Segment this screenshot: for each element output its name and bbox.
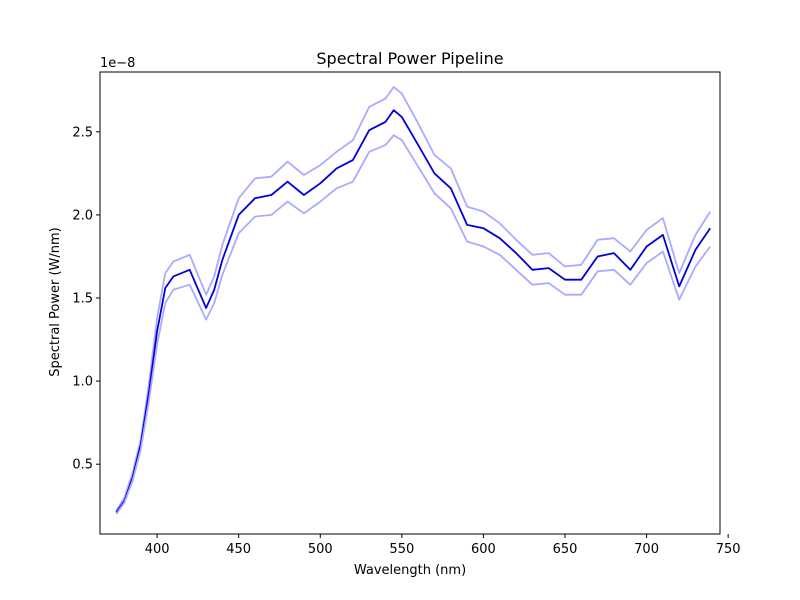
x-tick-label: 550 bbox=[389, 542, 414, 557]
x-tick-label: 700 bbox=[634, 542, 659, 557]
y-tick-label: 2.0 bbox=[72, 208, 93, 223]
x-axis: 400 450 500 550 600 650 700 750 bbox=[145, 534, 741, 557]
chart-title: Spectral Power Pipeline bbox=[316, 49, 503, 68]
mean-line bbox=[115, 109, 711, 513]
x-tick-label: 500 bbox=[308, 542, 333, 557]
y-tick-label: 1.0 bbox=[72, 375, 93, 390]
x-tick-label: 400 bbox=[145, 542, 170, 557]
x-axis-label: Wavelength (nm) bbox=[354, 563, 466, 578]
y-tick-label: 2.5 bbox=[72, 125, 93, 140]
axes-frame bbox=[99, 71, 721, 535]
x-tick-label: 650 bbox=[553, 542, 578, 557]
y-tick-label: 1.5 bbox=[72, 292, 93, 307]
y-axis: 0.5 1.0 1.5 2.0 2.5 bbox=[72, 125, 100, 473]
y-offset-text: 1e−8 bbox=[100, 56, 135, 71]
upper-bound-line bbox=[115, 86, 711, 512]
x-tick-label: 600 bbox=[471, 542, 496, 557]
lower-bound-line bbox=[115, 134, 711, 515]
plot-area bbox=[115, 86, 711, 515]
x-tick-label: 750 bbox=[716, 542, 741, 557]
y-tick-label: 0.5 bbox=[72, 458, 93, 473]
y-axis-label: Spectral Power (W/nm) bbox=[48, 227, 63, 377]
x-tick-label: 450 bbox=[226, 542, 251, 557]
